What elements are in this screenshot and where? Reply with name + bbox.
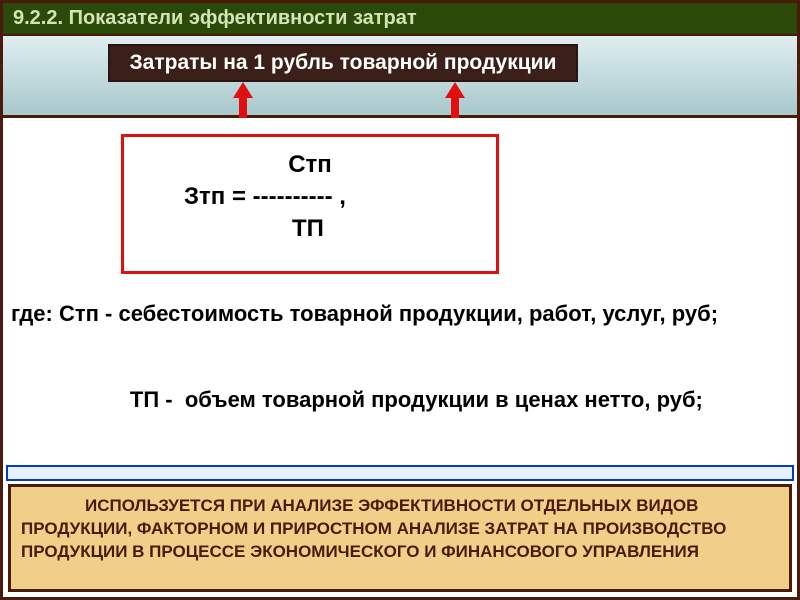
slide-frame: 9.2.2. Показатели эффективности затрат З… bbox=[0, 0, 800, 600]
formula-denominator: ТП bbox=[144, 215, 476, 243]
description-tp: ТП - объем товарной продукции в ценах не… bbox=[11, 386, 789, 415]
content-area: Стп Зтп = ---------- , ТП где: Стп - себ… bbox=[3, 118, 797, 488]
description-tp-text: ТП - объем товарной продукции в ценах не… bbox=[81, 386, 789, 415]
section-header: 9.2.2. Показатели эффективности затрат bbox=[3, 3, 797, 36]
footer-text: ИСПОЛЬЗУЕТСЯ ПРИ АНАЛИЗЕ ЭФФЕКТИВНОСТИ О… bbox=[21, 495, 779, 564]
formula-equation: Зтп = ---------- , bbox=[144, 183, 476, 211]
arrow-up-icon bbox=[233, 82, 253, 122]
title-band: Затраты на 1 рубль товарной продукции bbox=[3, 36, 797, 118]
section-title: Показатели эффективности затрат bbox=[69, 7, 417, 29]
formula-box: Стп Зтп = ---------- , ТП bbox=[121, 134, 499, 274]
section-number: 9.2.2. bbox=[13, 7, 63, 29]
footer-note: ИСПОЛЬЗУЕТСЯ ПРИ АНАЛИЗЕ ЭФФЕКТИВНОСТИ О… bbox=[8, 484, 792, 592]
description-stp: где: Стп - себестоимость товарной продук… bbox=[11, 300, 789, 329]
arrow-up-icon bbox=[445, 82, 465, 122]
obscured-strip bbox=[6, 465, 794, 481]
formula-numerator: Стп bbox=[144, 151, 476, 179]
title-box: Затраты на 1 рубль товарной продукции bbox=[108, 44, 578, 82]
